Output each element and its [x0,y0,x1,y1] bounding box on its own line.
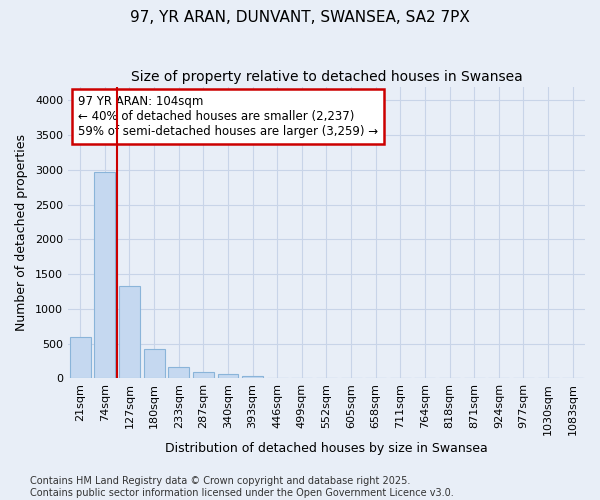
Text: Contains HM Land Registry data © Crown copyright and database right 2025.
Contai: Contains HM Land Registry data © Crown c… [30,476,454,498]
Bar [119,286,140,378]
Bar [242,376,263,378]
Bar [218,374,238,378]
Bar [143,349,164,378]
Text: 97 YR ARAN: 104sqm
← 40% of detached houses are smaller (2,237)
59% of semi-deta: 97 YR ARAN: 104sqm ← 40% of detached hou… [78,96,379,138]
Text: 97, YR ARAN, DUNVANT, SWANSEA, SA2 7PX: 97, YR ARAN, DUNVANT, SWANSEA, SA2 7PX [130,10,470,25]
Bar [70,338,91,378]
X-axis label: Distribution of detached houses by size in Swansea: Distribution of detached houses by size … [165,442,488,455]
Y-axis label: Number of detached properties: Number of detached properties [15,134,28,331]
Title: Size of property relative to detached houses in Swansea: Size of property relative to detached ho… [131,70,523,84]
Bar [193,372,214,378]
Bar [94,172,115,378]
Bar [168,367,189,378]
